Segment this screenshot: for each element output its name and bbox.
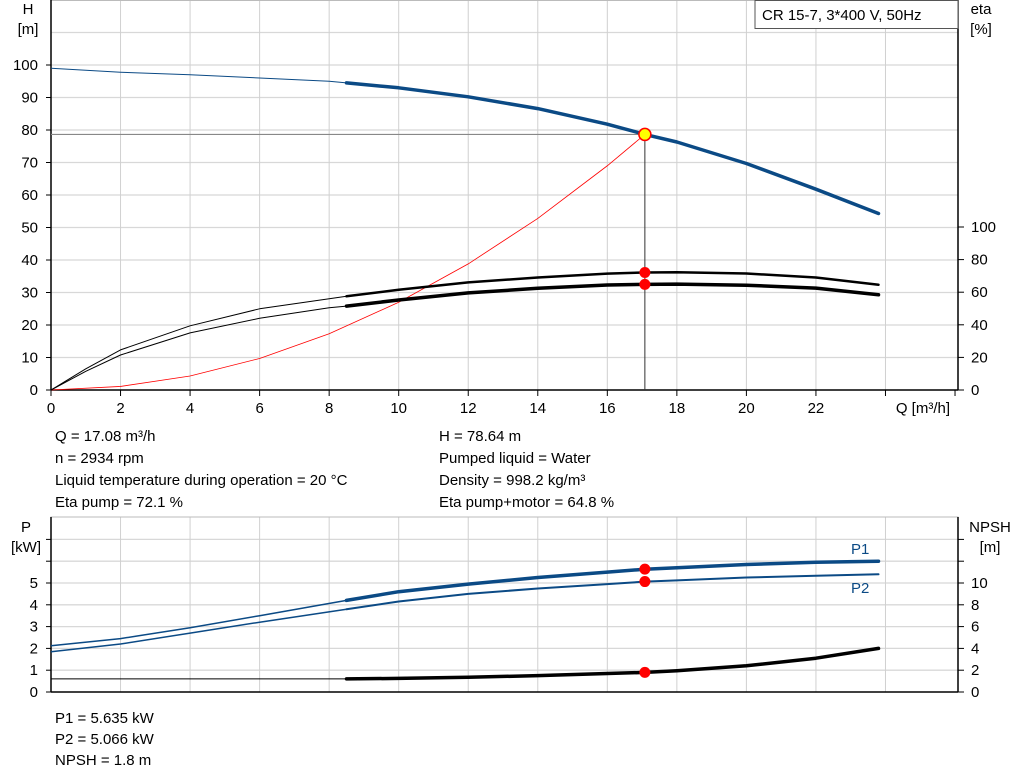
x-tick-label: 22 xyxy=(808,400,825,417)
y-tick-label: 70 xyxy=(21,155,38,172)
curves xyxy=(50,67,881,681)
p2-curve xyxy=(345,573,880,611)
x-tick-label: 20 xyxy=(738,400,755,417)
x-tick-label: 14 xyxy=(529,400,546,417)
chart-title: CR 15-7, 3*400 V, 50Hz xyxy=(762,7,922,24)
x-tick-label: 10 xyxy=(390,400,407,417)
info-flow: Q = 17.08 m³/h xyxy=(55,428,156,445)
info-liquid: Pumped liquid = Water xyxy=(439,450,591,467)
info-density: Density = 998.2 kg/m³ xyxy=(439,472,586,489)
p1-series-label: P1 xyxy=(851,541,869,558)
npsh-tick-label: 2 xyxy=(971,662,979,679)
eta-pump-curve-thin xyxy=(50,295,347,391)
duty-point-markers xyxy=(638,127,652,678)
info-temperature: Liquid temperature during operation = 20… xyxy=(55,472,348,489)
model-box xyxy=(754,0,959,29)
info-right: H = 78.64 m Pumped liquid = Water Densit… xyxy=(439,426,614,514)
x-tick-label: 16 xyxy=(599,400,616,417)
duty-point-marker xyxy=(638,127,652,142)
top-right-axis-unit: [%] xyxy=(970,21,992,38)
x-tick-label: 18 xyxy=(669,400,686,417)
y-tick-label: 100 xyxy=(13,57,38,74)
y-tick-label: 80 xyxy=(21,122,38,139)
npsh-tick-label: 0 xyxy=(971,684,979,701)
eta-tick-label: 0 xyxy=(971,382,979,399)
y-tick-label: 0 xyxy=(30,382,38,399)
top-chart-grid: 0 10 20 30 40 50 60 70 80 90 100 0 20 40 60 80 100 0 2 4 6 8 1… xyxy=(13,0,996,417)
axis-labels: H [m] eta [%] Q [m³/h] CR 15-7, 3*400 V,… xyxy=(11,0,1011,597)
info-speed: n = 2934 rpm xyxy=(55,450,144,467)
info-head: H = 78.64 m xyxy=(439,428,522,445)
bottom-chart-grid: 0 1 2 3 4 5 0 2 4 6 8 10 xyxy=(30,516,988,701)
npsh-tick-label: 4 xyxy=(971,640,979,657)
npsh-marker xyxy=(639,666,651,678)
eta-pump-marker xyxy=(639,266,651,278)
x-tick-label: 4 xyxy=(186,400,194,417)
npsh-tick-label: 8 xyxy=(971,597,979,614)
top-left-axis-unit: [m] xyxy=(18,21,39,38)
eta-tick-label: 80 xyxy=(971,252,988,269)
p-tick-label: 3 xyxy=(30,619,38,636)
p2-curve-thin xyxy=(50,608,347,653)
x-tick-label: 8 xyxy=(325,400,333,417)
eta-pump-motor-marker xyxy=(639,278,651,290)
eta-pump-curve xyxy=(345,270,880,298)
info-p2: P2 = 5.066 kW xyxy=(55,731,154,748)
y-tick-label: 20 xyxy=(21,317,38,334)
p1-marker xyxy=(639,563,651,575)
npsh-tick-label: 6 xyxy=(971,619,979,636)
eta-pump-motor-curve-thin xyxy=(50,305,347,391)
p-tick-label: 2 xyxy=(30,640,38,657)
info-eta-pump: Eta pump = 72.1 % xyxy=(55,494,183,511)
y-tick-label: 60 xyxy=(21,187,38,204)
bottom-right-axis-unit: [m] xyxy=(980,539,1001,556)
y-tick-label: 40 xyxy=(21,252,38,269)
info-left: Q = 17.08 m³/h n = 2934 rpm Liquid tempe… xyxy=(55,426,347,514)
info-npsh: NPSH = 1.8 m xyxy=(55,752,152,769)
bottom-left-axis-unit: [kW] xyxy=(11,539,41,556)
p2-marker xyxy=(639,576,651,588)
npsh-curve xyxy=(344,646,881,681)
p2-series-label: P2 xyxy=(851,580,869,597)
p1-curve xyxy=(344,559,881,603)
eta-tick-label: 20 xyxy=(971,349,988,366)
bottom-left-axis-name: P xyxy=(21,519,31,536)
info-p1: P1 = 5.635 kW xyxy=(55,710,154,727)
top-left-axis-name: H xyxy=(23,1,34,18)
eta-pump-motor-curve xyxy=(344,282,881,308)
x-tick-label: 0 xyxy=(47,400,55,417)
x-axis-label: Q [m³/h] xyxy=(896,400,950,417)
y-tick-label: 90 xyxy=(21,90,38,107)
x-tick-label: 2 xyxy=(116,400,124,417)
eta-tick-label: 60 xyxy=(971,284,988,301)
p-tick-label: 5 xyxy=(30,575,38,592)
y-tick-label: 30 xyxy=(21,285,38,302)
p-tick-label: 4 xyxy=(30,597,38,614)
p-tick-label: 0 xyxy=(30,684,38,701)
top-right-axis-name: eta xyxy=(971,1,993,18)
bottom-right-axis-name: NPSH xyxy=(969,519,1011,536)
eta-tick-label: 100 xyxy=(971,219,996,236)
info-eta-pump-motor: Eta pump+motor = 64.8 % xyxy=(439,494,615,511)
y-tick-label: 50 xyxy=(21,220,38,237)
system-curve xyxy=(50,134,646,391)
info-bottom: P1 = 5.635 kW P2 = 5.066 kW NPSH = 1.8 m xyxy=(55,708,154,771)
npsh-tick-label: 10 xyxy=(971,575,988,592)
p1-curve-thin xyxy=(50,599,347,647)
eta-tick-label: 40 xyxy=(971,317,988,334)
x-tick-label: 12 xyxy=(460,400,477,417)
x-tick-label: 6 xyxy=(255,400,263,417)
p-tick-label: 1 xyxy=(30,662,38,679)
y-tick-label: 10 xyxy=(21,350,38,367)
head-curve xyxy=(344,81,881,216)
head-curve-thin xyxy=(50,67,347,84)
